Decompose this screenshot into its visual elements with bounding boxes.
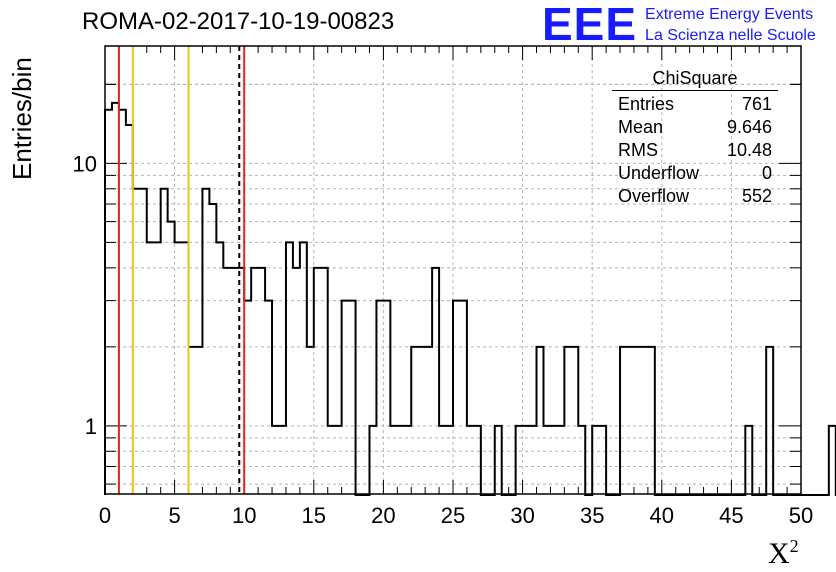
stats-value: 10.48 <box>726 140 772 160</box>
x-tick-label: 5 <box>168 503 180 528</box>
x-tick-label: 15 <box>302 503 326 528</box>
stats-label: Mean <box>618 117 664 137</box>
stats-value: 552 <box>741 186 772 206</box>
chart-title: ROMA-02-2017-10-19-00823 <box>82 8 395 35</box>
stats-row-underflow: Underflow 0 <box>612 162 778 185</box>
stats-label: Entries <box>618 94 675 114</box>
logo-text: Extreme Energy Events La Scienza nelle S… <box>645 4 816 46</box>
stats-box: ChiSquare Entries 761 Mean 9.646 RMS 10.48 … <box>612 68 778 208</box>
stats-label: Overflow <box>618 186 690 206</box>
stats-value: 0 <box>761 163 772 183</box>
stats-label: RMS <box>618 140 658 160</box>
x-tick-label: 0 <box>99 503 111 528</box>
stats-row-entries: Entries 761 <box>612 93 778 116</box>
y-tick-label: 10 <box>73 151 97 176</box>
stats-value: 9.646 <box>726 117 772 137</box>
x-axis-label-base: X <box>768 537 790 570</box>
logo-line-1: Extreme Energy Events <box>645 6 814 23</box>
x-tick-label: 20 <box>371 503 395 528</box>
stats-row-rms: RMS 10.48 <box>612 139 778 162</box>
x-axis-label: X2 <box>768 536 799 571</box>
stats-box-title: ChiSquare <box>612 68 778 91</box>
plot-frame <box>104 45 802 495</box>
stats-label: Underflow <box>618 163 700 183</box>
logo-mark: EEE <box>542 0 638 50</box>
x-tick-label: 30 <box>510 503 534 528</box>
stats-value: 761 <box>741 94 772 114</box>
tick-labels: 0 5 10 15 20 25 30 35 40 45 50 1 10 <box>73 151 814 528</box>
x-tick-label: 25 <box>441 503 465 528</box>
logo-line-2: La Scienza nelle Scuole <box>645 27 816 44</box>
x-axis-label-sup: 2 <box>789 536 799 556</box>
x-tick-label: 45 <box>719 503 743 528</box>
stats-row-mean: Mean 9.646 <box>612 116 778 139</box>
marker-lines <box>117 46 246 494</box>
axis-ticks <box>104 46 802 494</box>
stats-row-overflow: Overflow 552 <box>612 185 778 208</box>
x-tick-label: 50 <box>789 503 813 528</box>
x-tick-label: 40 <box>650 503 674 528</box>
x-tick-label: 10 <box>232 503 256 528</box>
y-axis-label: Entries/bin <box>7 57 37 180</box>
y-tick-label: 1 <box>85 414 97 439</box>
x-tick-label: 35 <box>580 503 604 528</box>
eee-logo: EEE Extreme Energy Events La Scienza nel… <box>542 0 816 50</box>
